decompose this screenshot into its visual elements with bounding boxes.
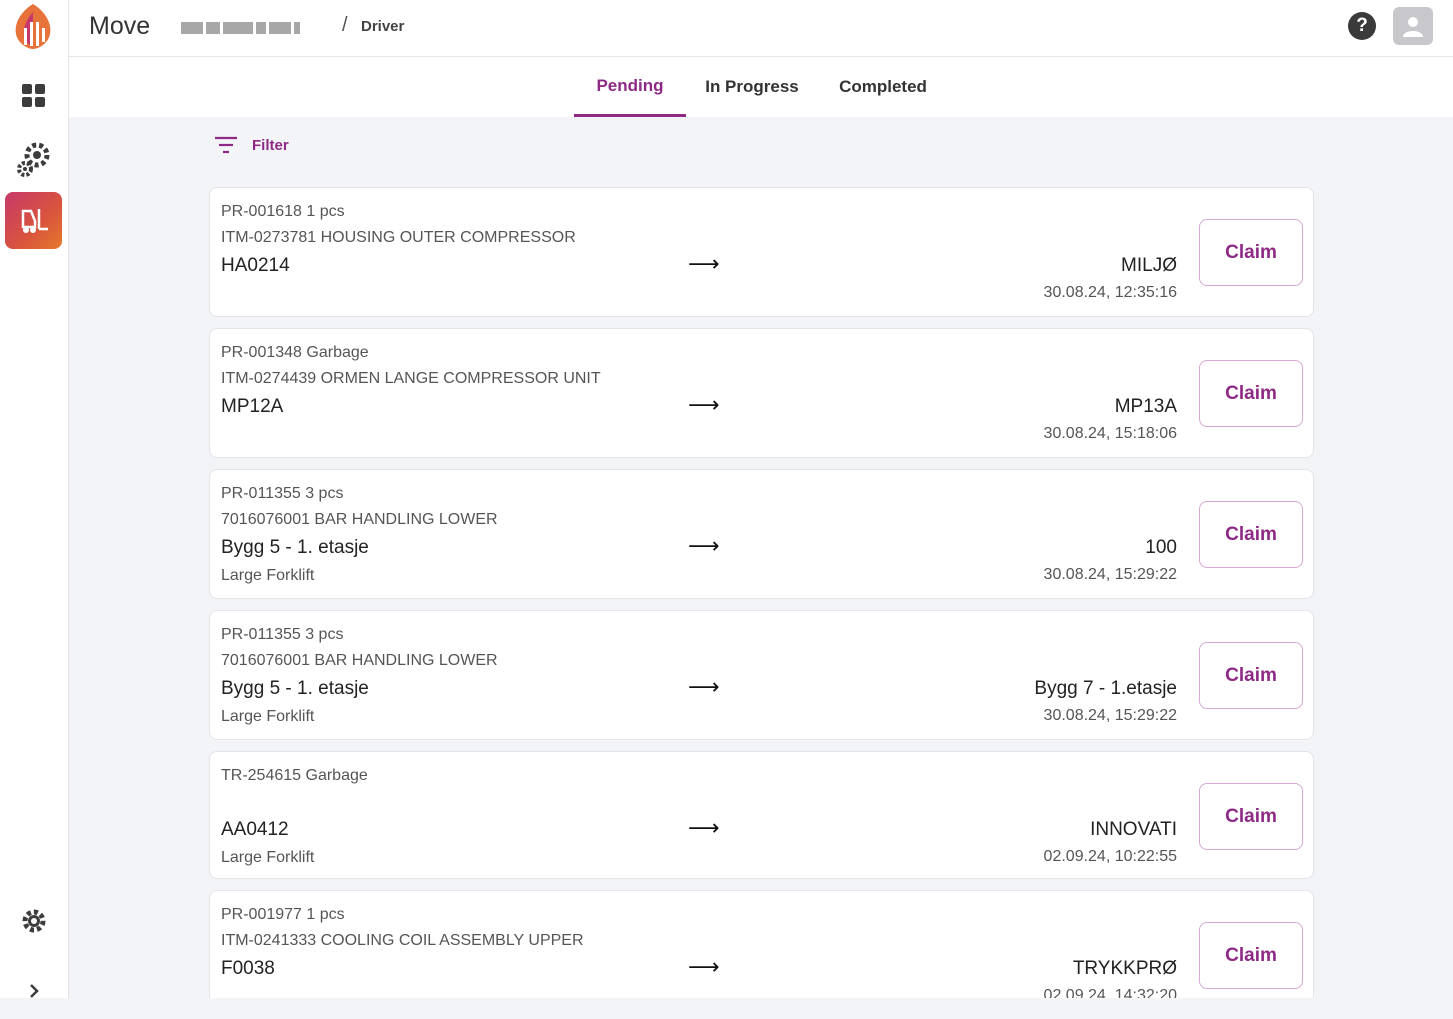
task-from-location: Bygg 5 - 1. etasje <box>221 537 369 558</box>
task-card: PR-001618 1 pcs ITM-0273781 HOUSING OUTE… <box>209 187 1314 317</box>
help-circle-icon[interactable]: ? <box>1348 12 1376 40</box>
grid-icon <box>21 83 45 107</box>
task-item: ITM-0241333 COOLING COIL ASSEMBLY UPPER <box>221 932 584 949</box>
filter-icon <box>215 136 237 154</box>
sidebar <box>0 0 69 998</box>
task-vehicle: Large Forklift <box>221 567 315 584</box>
task-to-location: 100 <box>1145 537 1177 558</box>
arrow-right-icon: ⟶ <box>688 533 720 558</box>
task-timestamp: 30.08.24, 15:29:22 <box>1043 707 1177 724</box>
breadcrumb-current[interactable]: Driver <box>361 18 405 35</box>
task-to-location: TRYKKPRØ <box>1072 958 1177 979</box>
task-timestamp: 02.09.24, 10:22:55 <box>1043 848 1177 865</box>
nav-driver[interactable] <box>5 192 62 249</box>
claim-button[interactable]: Claim <box>1199 922 1303 989</box>
top-bar: Move / Driver ? <box>69 0 1453 57</box>
task-reference: PR-011355 3 pcs <box>221 626 344 643</box>
arrow-right-icon: ⟶ <box>688 815 720 840</box>
task-reference: PR-011355 3 pcs <box>221 485 344 502</box>
task-item: ITM-0274439 ORMEN LANGE COMPRESSOR UNIT <box>221 370 601 387</box>
task-to-location: MP13A <box>1114 396 1177 417</box>
task-timestamp: 02.09.24, 14:32:20 <box>1043 987 1177 998</box>
user-avatar-icon <box>1403 17 1423 37</box>
task-item: 7016076001 BAR HANDLING LOWER <box>221 511 498 528</box>
task-from-location: Bygg 5 - 1. etasje <box>221 678 369 699</box>
task-from-location: AA0412 <box>221 819 289 840</box>
tabs-bar: Pending In Progress Completed <box>69 57 1453 117</box>
task-from-location: HA0214 <box>221 255 290 276</box>
task-card: PR-001348 Garbage ITM-0274439 ORMEN LANG… <box>209 328 1314 458</box>
task-from-location: F0038 <box>221 958 275 979</box>
sidebar-expand-button[interactable] <box>5 962 62 1019</box>
task-to-location: Bygg 7 - 1.etasje <box>1034 678 1177 699</box>
filter-button[interactable]: Filter <box>214 135 289 155</box>
app-title: Move <box>89 12 151 40</box>
nav-settings-gears[interactable] <box>5 130 62 187</box>
redacted-project-name <box>181 21 317 35</box>
arrow-right-icon: ⟶ <box>688 954 720 979</box>
forklift-icon <box>21 208 48 233</box>
tab-pending[interactable]: Pending <box>574 57 686 117</box>
tab-in-progress[interactable]: In Progress <box>705 77 799 96</box>
claim-button[interactable]: Claim <box>1199 783 1303 850</box>
task-from-location: MP12A <box>221 396 284 417</box>
filter-label: Filter <box>252 136 289 154</box>
task-to-location: INNOVATI <box>1090 819 1177 840</box>
breadcrumb-separator: / <box>342 14 348 36</box>
task-card: PR-001977 1 pcs ITM-0241333 COOLING COIL… <box>209 890 1314 998</box>
task-vehicle: Large Forklift <box>221 708 315 725</box>
task-reference: PR-001977 1 pcs <box>221 906 345 923</box>
chevron-right-icon <box>29 983 39 998</box>
gear-icon <box>22 909 45 932</box>
app-logo <box>10 2 56 50</box>
task-item: ITM-0273781 HOUSING OUTER COMPRESSOR <box>221 229 576 246</box>
nav-dashboard[interactable] <box>5 67 62 124</box>
task-reference: PR-001618 1 pcs <box>221 203 345 220</box>
arrow-right-icon: ⟶ <box>688 674 720 699</box>
claim-button[interactable]: Claim <box>1199 219 1303 286</box>
claim-button[interactable]: Claim <box>1199 501 1303 568</box>
user-avatar-button[interactable] <box>1393 7 1433 45</box>
claim-button[interactable]: Claim <box>1199 642 1303 709</box>
task-card: TR-254615 Garbage AA0412 Large Forklift … <box>209 751 1314 879</box>
task-timestamp: 30.08.24, 15:18:06 <box>1043 425 1177 442</box>
task-card: PR-011355 3 pcs 7016076001 BAR HANDLING … <box>209 469 1314 599</box>
task-timestamp: 30.08.24, 15:29:22 <box>1043 566 1177 583</box>
tab-completed[interactable]: Completed <box>839 77 927 96</box>
task-item: 7016076001 BAR HANDLING LOWER <box>221 652 498 669</box>
task-reference: PR-001348 Garbage <box>221 344 369 361</box>
nav-settings[interactable] <box>5 892 62 949</box>
gears-icon <box>16 142 49 177</box>
claim-button[interactable]: Claim <box>1199 360 1303 427</box>
task-card: PR-011355 3 pcs 7016076001 BAR HANDLING … <box>209 610 1314 740</box>
task-vehicle: Large Forklift <box>221 849 315 866</box>
task-reference: TR-254615 Garbage <box>221 767 368 784</box>
task-timestamp: 30.08.24, 12:35:16 <box>1043 284 1177 301</box>
arrow-right-icon: ⟶ <box>688 392 720 417</box>
task-to-location: MILJØ <box>1121 255 1177 276</box>
arrow-right-icon: ⟶ <box>688 251 720 276</box>
